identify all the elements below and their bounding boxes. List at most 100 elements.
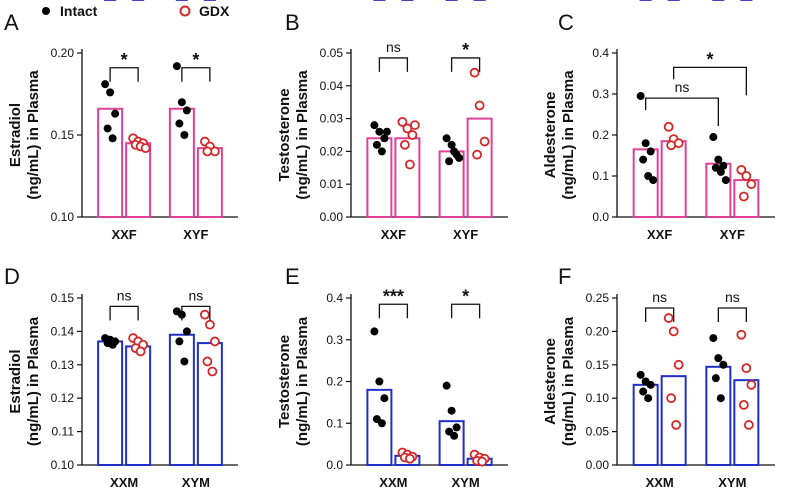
significance-label: ns [652, 289, 667, 305]
bar-gdx [394, 137, 421, 218]
data-point-gdx [738, 399, 749, 410]
bar-gdx [125, 142, 152, 218]
y-axis-label-line1: Estradiol [7, 103, 24, 167]
y-tick-label: 0.0 [326, 458, 343, 472]
data-point-intact [175, 119, 184, 128]
data-point-gdx [397, 116, 408, 127]
y-tick-label: 0.0 [592, 210, 609, 224]
y-axis-label-line1: Aldesterone [542, 92, 559, 179]
x-category-label: XYF [453, 227, 478, 242]
bar-intact [168, 107, 195, 218]
data-point-gdx [663, 121, 674, 132]
data-point-intact [375, 377, 384, 386]
data-point-intact [103, 124, 112, 133]
x-category-label: XXM [379, 475, 407, 488]
data-point-intact [182, 327, 191, 336]
y-tick-label: 0.1 [326, 416, 343, 430]
panel-label: E [285, 264, 300, 289]
data-point-intact [452, 423, 461, 432]
data-point-gdx [202, 356, 213, 367]
bar-intact [97, 107, 124, 218]
significance-bracket [181, 305, 211, 321]
bar-intact [366, 388, 393, 467]
data-point-intact [450, 431, 459, 440]
data-point-gdx [199, 309, 210, 320]
x-category-label: XXF [111, 227, 136, 242]
data-point-intact [714, 155, 723, 164]
y-tick-label: 0.15 [586, 358, 610, 372]
bar-intact [705, 365, 732, 466]
y-tick-label: 0.11 [52, 425, 75, 439]
y-tick-label: 0.14 [51, 324, 75, 338]
data-point-intact [442, 381, 451, 390]
data-point-intact [108, 134, 117, 143]
data-point-intact [380, 394, 389, 403]
panel-b: B Testosterone(ng/mL) in Plasma 0.00 0.01 0.… [276, 0, 508, 242]
data-point-gdx [409, 120, 420, 131]
data-point-intact [180, 131, 189, 139]
data-point-gdx [204, 319, 215, 330]
significance-label: * [462, 40, 469, 60]
y-axis-label-line2: (ng/mL) in Plasma [294, 316, 311, 446]
y-tick-label: 0.15 [51, 291, 75, 305]
y-axis-label-line2: (ng/mL) in Plasma [25, 70, 42, 200]
y-tick-label: 0.20 [586, 324, 610, 338]
y-tick-label: 0.10 [586, 391, 610, 405]
y-tick-label: 0.4 [592, 46, 609, 60]
y-tick-label: 0.3 [592, 87, 609, 101]
y-axis-label-line2: (ng/mL) in Plasma [560, 70, 577, 200]
x-category-label: XXF [381, 227, 406, 242]
significance-bracket [645, 97, 719, 127]
legend-gdx-label: GDX [199, 3, 230, 19]
panel-label: F [558, 264, 571, 289]
data-point-intact [641, 139, 650, 148]
y-tick-label: 0.20 [51, 46, 75, 60]
significance-label: * [706, 49, 713, 69]
significance-label: ns [188, 287, 203, 303]
data-point-intact [711, 374, 720, 383]
y-axis-label: Aldesterone(ng/mL) in Plasma [542, 70, 577, 200]
data-point-intact [719, 360, 728, 369]
bar-gdx [660, 375, 687, 467]
data-point-intact [382, 127, 391, 136]
bar-intact [366, 137, 393, 218]
significance-bracket [717, 307, 747, 323]
data-point-intact [646, 380, 655, 389]
bar-gdx [733, 379, 760, 466]
y-axis-label-line2: (ng/mL) in Plasma [294, 70, 311, 200]
data-point-intact [106, 88, 115, 97]
data-point-intact [716, 394, 725, 403]
data-point-gdx [474, 100, 485, 111]
y-tick-label: 0.4 [326, 291, 343, 305]
data-point-intact [447, 406, 456, 415]
data-point-gdx [399, 139, 410, 150]
panel-label: A [4, 10, 19, 35]
data-point-intact [447, 140, 456, 149]
significance-bracket [450, 303, 481, 319]
data-point-intact [377, 419, 386, 428]
legend-intact-label: Intact [60, 3, 98, 19]
significance-bracket [673, 66, 747, 96]
data-point-gdx [736, 164, 747, 175]
data-point-gdx [746, 179, 757, 190]
significance-label: *** [383, 286, 404, 306]
data-point-intact [111, 109, 120, 118]
y-tick-label: 0.25 [586, 291, 610, 305]
data-point-gdx [209, 336, 220, 347]
significance-bracket [109, 305, 139, 321]
y-tick-label: 0.3 [326, 333, 343, 347]
data-point-intact [714, 354, 723, 363]
data-point-intact [108, 340, 117, 349]
data-point-gdx [207, 366, 218, 377]
bar-gdx [196, 147, 223, 218]
data-point-gdx [743, 420, 754, 430]
data-point-intact [370, 327, 379, 336]
data-point-intact [177, 98, 186, 107]
y-tick-label: 0.1 [592, 169, 609, 183]
significance-label: ns [675, 79, 690, 95]
data-point-intact [182, 106, 191, 115]
y-axis-label-line1: Testosterone [276, 335, 293, 428]
